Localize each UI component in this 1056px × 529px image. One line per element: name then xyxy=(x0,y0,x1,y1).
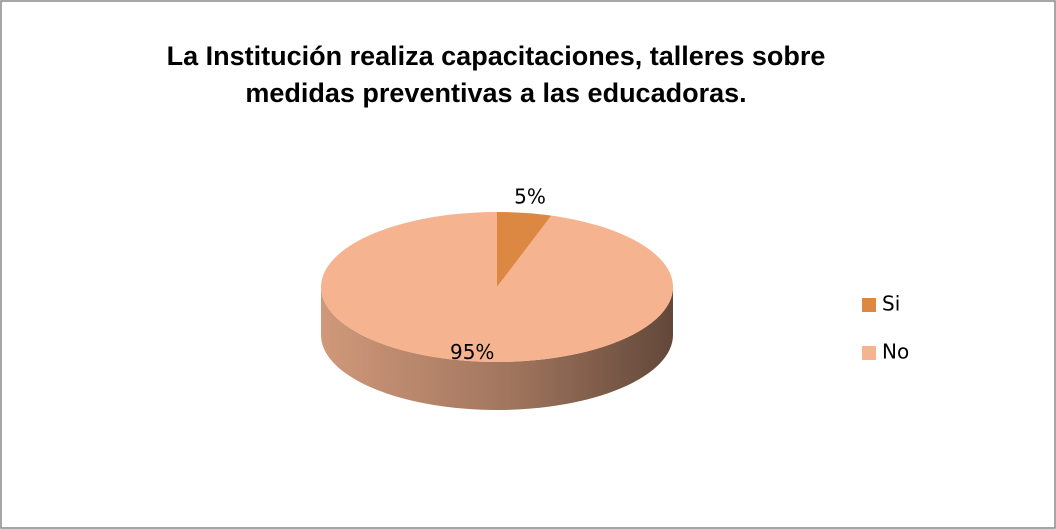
chart-title: La Institución realiza capacitaciones, t… xyxy=(167,41,826,108)
legend-swatch xyxy=(862,298,876,312)
chart-title-line: medidas preventivas a las educadoras. xyxy=(245,78,746,108)
chart-title-line: La Institución realiza capacitaciones, t… xyxy=(167,41,826,71)
legend-label: Si xyxy=(882,292,900,316)
slice xyxy=(497,212,552,287)
legend-label: No xyxy=(882,340,909,364)
slice xyxy=(321,212,674,363)
data-label: 5% xyxy=(514,185,546,209)
slice-side-shade xyxy=(321,287,673,410)
legend-swatch xyxy=(862,346,876,360)
pie xyxy=(321,212,674,410)
data-label: 95% xyxy=(450,340,494,364)
